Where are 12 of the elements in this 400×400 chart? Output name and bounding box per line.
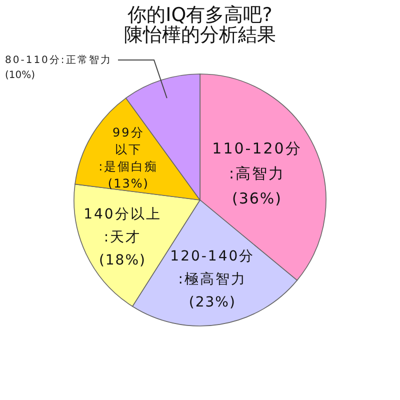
slice-label: 80-110分:正常智力: [5, 54, 112, 66]
chart-subtitle: 陳怡樺的分析結果: [123, 24, 277, 46]
data-label: (36%): [232, 189, 282, 208]
data-label: (10%): [5, 70, 36, 81]
slice-label: 120-140分:極高智力: [170, 248, 255, 288]
data-label: (13%): [108, 176, 149, 190]
chart-title: 你的IQ有多高吧?: [128, 4, 274, 26]
slice-label: 140分以上:天才: [84, 206, 162, 246]
slice-label: 110-120分:高智力: [212, 139, 302, 182]
data-label: (23%): [188, 294, 236, 310]
slice-label: 99分以下:是個白痴: [98, 125, 158, 174]
data-label: (18%): [98, 252, 146, 268]
